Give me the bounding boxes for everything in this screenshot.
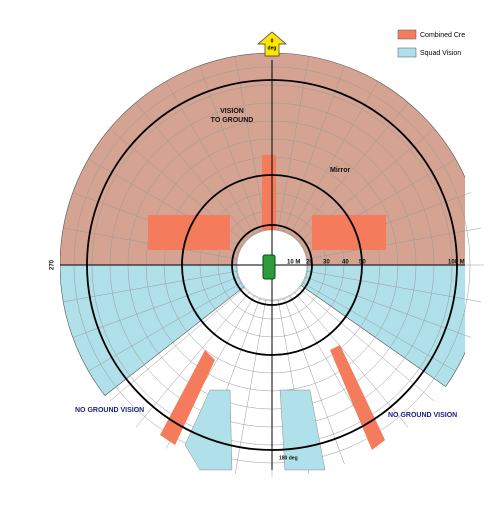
range-label: 40 bbox=[342, 260, 349, 266]
grid-spoke bbox=[135, 291, 250, 428]
grid-spoke bbox=[277, 56, 310, 231]
grid-spoke bbox=[72, 276, 240, 338]
arrow-unit: deg bbox=[268, 45, 277, 51]
grid-spoke bbox=[135, 102, 250, 239]
north-arrow bbox=[257, 31, 287, 57]
legend-label: Combined Cre bbox=[420, 32, 465, 39]
grid-spoke bbox=[234, 299, 267, 474]
grid-spoke bbox=[294, 291, 409, 428]
grid-spoke bbox=[283, 297, 345, 465]
squad-vision-area bbox=[60, 264, 273, 396]
grid-spoke bbox=[63, 270, 238, 303]
vision-label: TO GROUND bbox=[211, 117, 254, 124]
legend-label: Squad Vision bbox=[420, 50, 461, 57]
grid-spoke bbox=[306, 270, 481, 303]
squad-vision-area bbox=[271, 264, 465, 388]
bottom-angle: 180 deg bbox=[279, 455, 298, 461]
legend-swatch bbox=[397, 47, 417, 58]
left-angle: 270 bbox=[50, 259, 56, 270]
grid-spoke bbox=[302, 282, 456, 372]
vision-label: VISION bbox=[220, 108, 244, 115]
range-label: 20 bbox=[306, 260, 313, 266]
grid-spoke bbox=[199, 65, 261, 233]
no-ground-label: NO GROUND VISION bbox=[75, 407, 144, 414]
squad-vision-area bbox=[184, 389, 326, 471]
mirror-label: Mirror bbox=[330, 167, 351, 174]
range-label: 50 bbox=[359, 260, 366, 266]
range-label: 10 M bbox=[287, 260, 300, 266]
grid-spoke bbox=[289, 81, 379, 235]
arrow-angle: 0 bbox=[271, 38, 274, 44]
grid-spoke bbox=[88, 282, 242, 372]
grid-spoke bbox=[109, 287, 246, 402]
grid-spoke bbox=[304, 276, 472, 338]
no-ground-label: NO GROUND VISION bbox=[388, 412, 457, 419]
grid-spoke bbox=[298, 287, 435, 402]
legend-swatch bbox=[397, 29, 417, 40]
grid-spoke bbox=[234, 56, 267, 231]
grid-spoke bbox=[283, 65, 345, 233]
vehicle-icon bbox=[262, 254, 276, 280]
grid-spoke bbox=[165, 81, 255, 235]
grid-spoke bbox=[306, 227, 481, 260]
range-label: 100 M bbox=[448, 260, 465, 266]
range-label: 30 bbox=[323, 260, 330, 266]
